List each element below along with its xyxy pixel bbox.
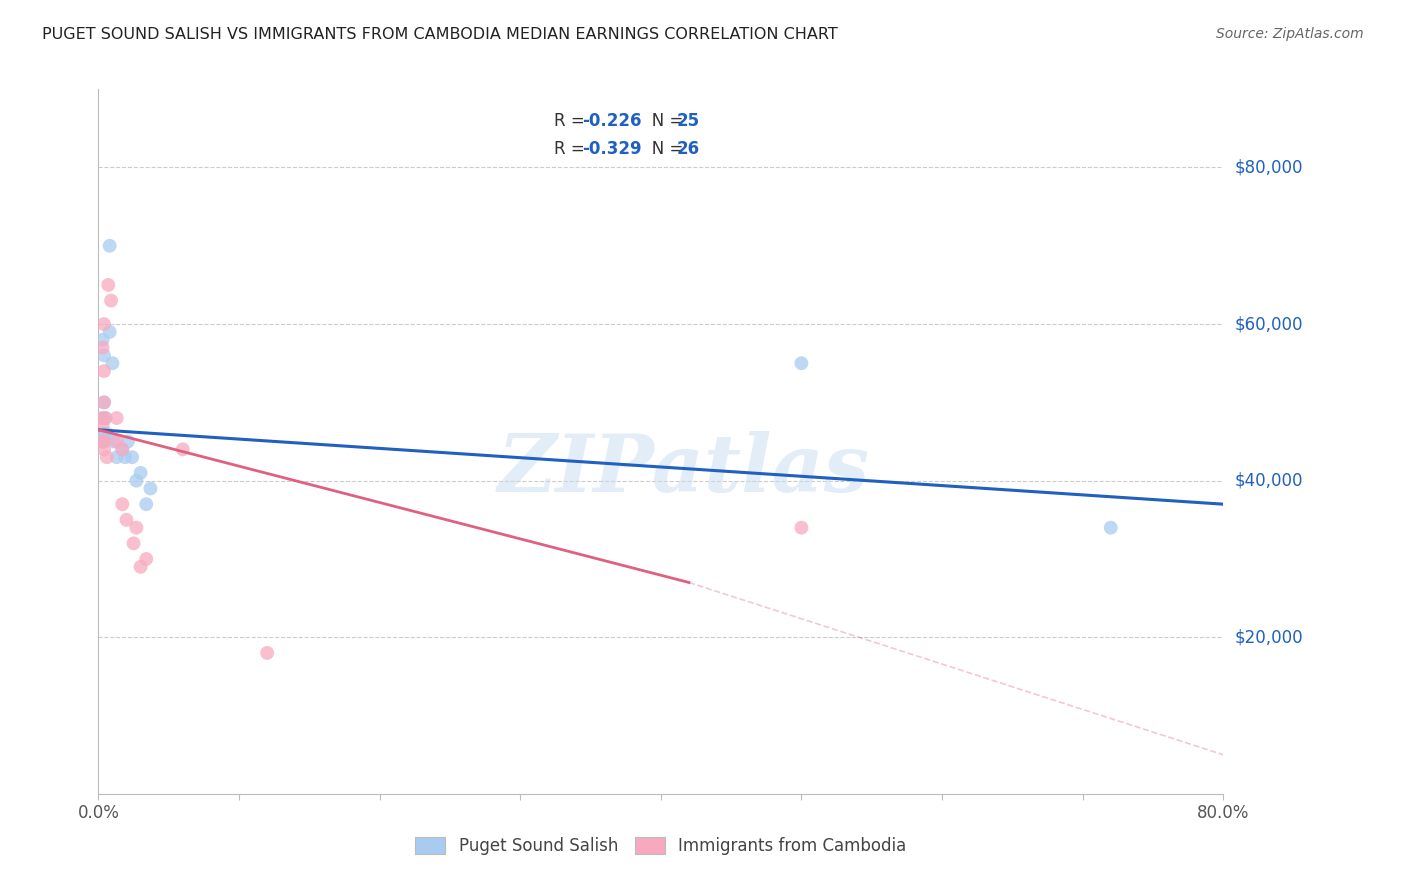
Point <box>790 356 813 370</box>
Point <box>93 395 115 409</box>
Point <box>111 442 134 457</box>
Point <box>790 521 813 535</box>
Text: -0.329: -0.329 <box>582 140 641 158</box>
Point <box>256 646 278 660</box>
Text: 25: 25 <box>676 112 700 130</box>
Point <box>135 497 157 511</box>
Point <box>100 293 122 308</box>
Point <box>91 411 114 425</box>
Point <box>111 497 134 511</box>
Point <box>91 411 114 425</box>
Point <box>91 434 114 449</box>
Point <box>135 552 157 566</box>
Text: -0.226: -0.226 <box>582 112 641 130</box>
Point <box>172 442 194 457</box>
Point <box>115 513 138 527</box>
Point <box>122 536 145 550</box>
Point <box>125 474 148 488</box>
Text: $40,000: $40,000 <box>1234 472 1303 490</box>
Point <box>105 450 128 465</box>
Point <box>1099 521 1122 535</box>
Point <box>125 521 148 535</box>
Point <box>93 395 115 409</box>
Point <box>139 482 162 496</box>
Point <box>93 442 115 457</box>
Text: ZIPatlas: ZIPatlas <box>498 431 869 508</box>
Point <box>91 434 114 449</box>
Point <box>97 277 120 292</box>
Point <box>91 341 114 355</box>
Text: $80,000: $80,000 <box>1234 159 1303 177</box>
Point <box>94 411 117 425</box>
Text: R =: R = <box>554 140 591 158</box>
Text: PUGET SOUND SALISH VS IMMIGRANTS FROM CAMBODIA MEDIAN EARNINGS CORRELATION CHART: PUGET SOUND SALISH VS IMMIGRANTS FROM CA… <box>42 27 838 42</box>
Point <box>98 325 121 339</box>
Point <box>117 434 139 449</box>
Text: N =: N = <box>636 140 689 158</box>
Legend: Puget Sound Salish, Immigrants from Cambodia: Puget Sound Salish, Immigrants from Camb… <box>406 829 915 863</box>
Point <box>93 426 115 441</box>
Point <box>103 434 125 449</box>
Point <box>91 333 114 347</box>
Point <box>91 426 114 441</box>
Point <box>96 450 118 465</box>
Text: $60,000: $60,000 <box>1234 315 1303 333</box>
Point <box>96 426 118 441</box>
Text: N =: N = <box>636 112 689 130</box>
Point <box>93 434 115 449</box>
Text: Source: ZipAtlas.com: Source: ZipAtlas.com <box>1216 27 1364 41</box>
Point <box>121 450 143 465</box>
Point <box>114 450 136 465</box>
Point <box>98 239 121 253</box>
Point <box>93 317 115 331</box>
Point <box>93 434 115 449</box>
Text: R =: R = <box>554 112 591 130</box>
Point <box>129 559 152 574</box>
Point <box>105 434 128 449</box>
Point <box>94 411 117 425</box>
Point <box>105 411 128 425</box>
Text: 26: 26 <box>676 140 700 158</box>
Point <box>91 418 114 433</box>
Point <box>93 364 115 378</box>
Text: $20,000: $20,000 <box>1234 628 1303 647</box>
Point <box>101 356 124 370</box>
Point <box>93 348 115 362</box>
Point <box>111 442 134 457</box>
Point <box>129 466 152 480</box>
